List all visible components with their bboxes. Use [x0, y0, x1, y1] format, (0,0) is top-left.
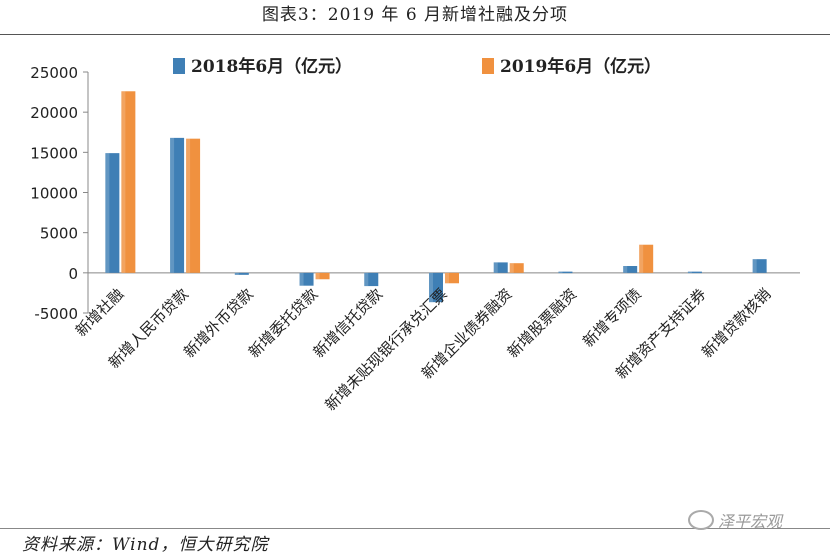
bar-2018-highlight: [170, 138, 174, 273]
bar-2018-highlight: [235, 273, 239, 275]
bar-2018-highlight: [494, 262, 498, 272]
x-category-label: 新增未贴现银行承兑汇票: [321, 285, 450, 414]
chart-title: 图表3：2019 年 6 月新增社融及分项: [0, 0, 830, 35]
bar-chart: -50000500010000150002000025000新增社融新增人民币贷…: [0, 40, 830, 520]
wechat-icon: [688, 510, 714, 530]
y-tick-label: 15000: [30, 144, 78, 162]
legend-2019-label: 2019年6月（亿元）: [500, 56, 661, 77]
bar-2019-highlight: [316, 273, 320, 279]
x-category-label: 新增贷款核销: [698, 285, 774, 361]
bar-2019-highlight: [639, 245, 643, 273]
bar-2018-highlight: [300, 273, 304, 286]
bar-2019-highlight: [445, 273, 449, 283]
watermark: 泽平宏观: [688, 508, 782, 532]
y-tick-label: 25000: [30, 64, 78, 82]
y-tick-label: 10000: [30, 185, 78, 203]
bar-2019-highlight: [186, 139, 190, 273]
x-category-label: 新增专项债: [579, 285, 645, 351]
x-category-label: 新增股票融资: [504, 285, 580, 361]
bar-2018-highlight: [753, 259, 757, 273]
x-category-label: 新增社融: [72, 285, 127, 340]
bar-2018-highlight: [623, 266, 627, 273]
bar-2018-highlight: [558, 272, 562, 274]
bar-2018-highlight: [105, 153, 109, 273]
legend-2018-label: 2018年6月（亿元）: [191, 56, 352, 77]
legend-2018-swatch: [173, 58, 185, 74]
watermark-label: 泽平宏观: [718, 508, 782, 532]
bar-2018-highlight: [688, 272, 692, 274]
bar-2018-highlight: [364, 273, 368, 286]
y-tick-label: 5000: [40, 225, 78, 243]
y-tick-label: 20000: [30, 104, 78, 122]
y-tick-label: -5000: [34, 305, 78, 323]
bar-2019-highlight: [510, 263, 514, 273]
legend-2019-swatch: [482, 58, 494, 74]
bar-2019-highlight: [121, 91, 125, 273]
source-note: 资料来源：Wind，恒大研究院: [22, 530, 268, 555]
y-tick-label: 0: [68, 265, 78, 283]
